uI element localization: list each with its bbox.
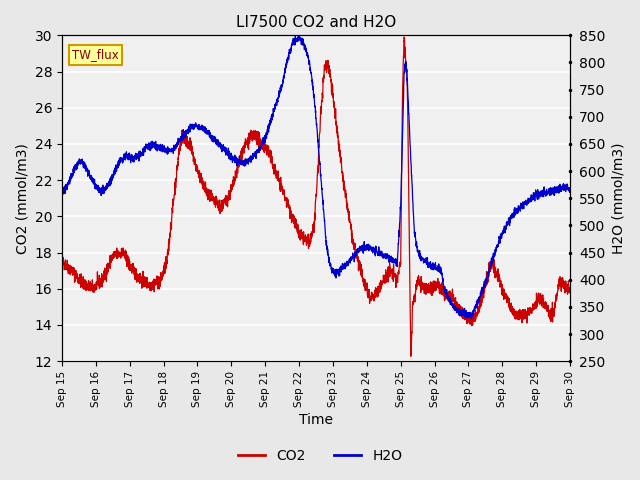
H2O <box>275 88 283 94</box>
CO2 <box>58 257 66 263</box>
H2O <box>557 186 564 192</box>
Line: H2O: H2O <box>62 36 570 319</box>
H2O <box>295 33 303 39</box>
CO2 <box>401 34 408 40</box>
CO2 <box>502 290 509 296</box>
H2O <box>566 190 574 195</box>
CO2 <box>566 287 574 292</box>
H2O <box>502 224 509 230</box>
Legend: CO2, H2O: CO2, H2O <box>232 443 408 468</box>
Text: TW_flux: TW_flux <box>72 48 119 61</box>
X-axis label: Time: Time <box>299 413 333 427</box>
H2O <box>116 160 124 166</box>
CO2 <box>275 177 283 183</box>
H2O <box>147 142 154 148</box>
Y-axis label: CO2 (mmol/m3): CO2 (mmol/m3) <box>15 143 29 254</box>
H2O <box>58 193 66 199</box>
H2O <box>468 316 476 322</box>
CO2 <box>253 138 260 144</box>
CO2 <box>407 353 415 359</box>
Title: LI7500 CO2 and H2O: LI7500 CO2 and H2O <box>236 15 396 30</box>
CO2 <box>557 276 564 281</box>
CO2 <box>147 288 154 293</box>
H2O <box>253 149 260 155</box>
Line: CO2: CO2 <box>62 37 570 356</box>
Y-axis label: H2O (mmol/m3): H2O (mmol/m3) <box>611 143 625 254</box>
CO2 <box>116 250 124 256</box>
